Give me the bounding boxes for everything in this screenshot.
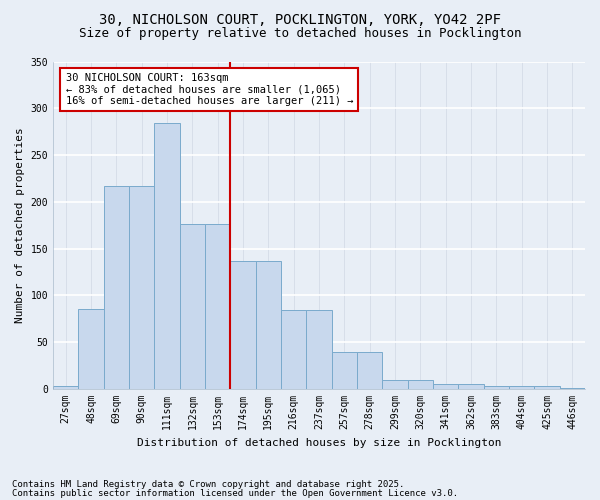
Bar	[357, 352, 382, 389]
Text: 30, NICHOLSON COURT, POCKLINGTON, YORK, YO42 2PF: 30, NICHOLSON COURT, POCKLINGTON, YORK, …	[99, 12, 501, 26]
Bar	[205, 224, 230, 389]
Bar	[458, 384, 484, 389]
Bar	[154, 124, 179, 389]
Text: 30 NICHOLSON COURT: 163sqm
← 83% of detached houses are smaller (1,065)
16% of s: 30 NICHOLSON COURT: 163sqm ← 83% of deta…	[66, 72, 353, 106]
Bar	[307, 310, 332, 389]
Text: Size of property relative to detached houses in Pocklington: Size of property relative to detached ho…	[79, 28, 521, 40]
Bar	[509, 386, 535, 389]
Bar	[53, 386, 79, 389]
Text: Contains public sector information licensed under the Open Government Licence v3: Contains public sector information licen…	[12, 490, 458, 498]
Bar	[129, 186, 154, 389]
Bar	[179, 224, 205, 389]
Bar	[79, 308, 104, 389]
Bar	[104, 186, 129, 389]
Bar	[433, 384, 458, 389]
Bar	[535, 386, 560, 389]
Text: Contains HM Land Registry data © Crown copyright and database right 2025.: Contains HM Land Registry data © Crown c…	[12, 480, 404, 489]
Y-axis label: Number of detached properties: Number of detached properties	[15, 128, 25, 323]
Bar	[407, 380, 433, 389]
Bar	[332, 352, 357, 389]
Bar	[560, 388, 585, 389]
X-axis label: Distribution of detached houses by size in Pocklington: Distribution of detached houses by size …	[137, 438, 501, 448]
Bar	[281, 310, 307, 389]
Bar	[382, 380, 407, 389]
Bar	[230, 261, 256, 389]
Bar	[484, 386, 509, 389]
Bar	[256, 261, 281, 389]
